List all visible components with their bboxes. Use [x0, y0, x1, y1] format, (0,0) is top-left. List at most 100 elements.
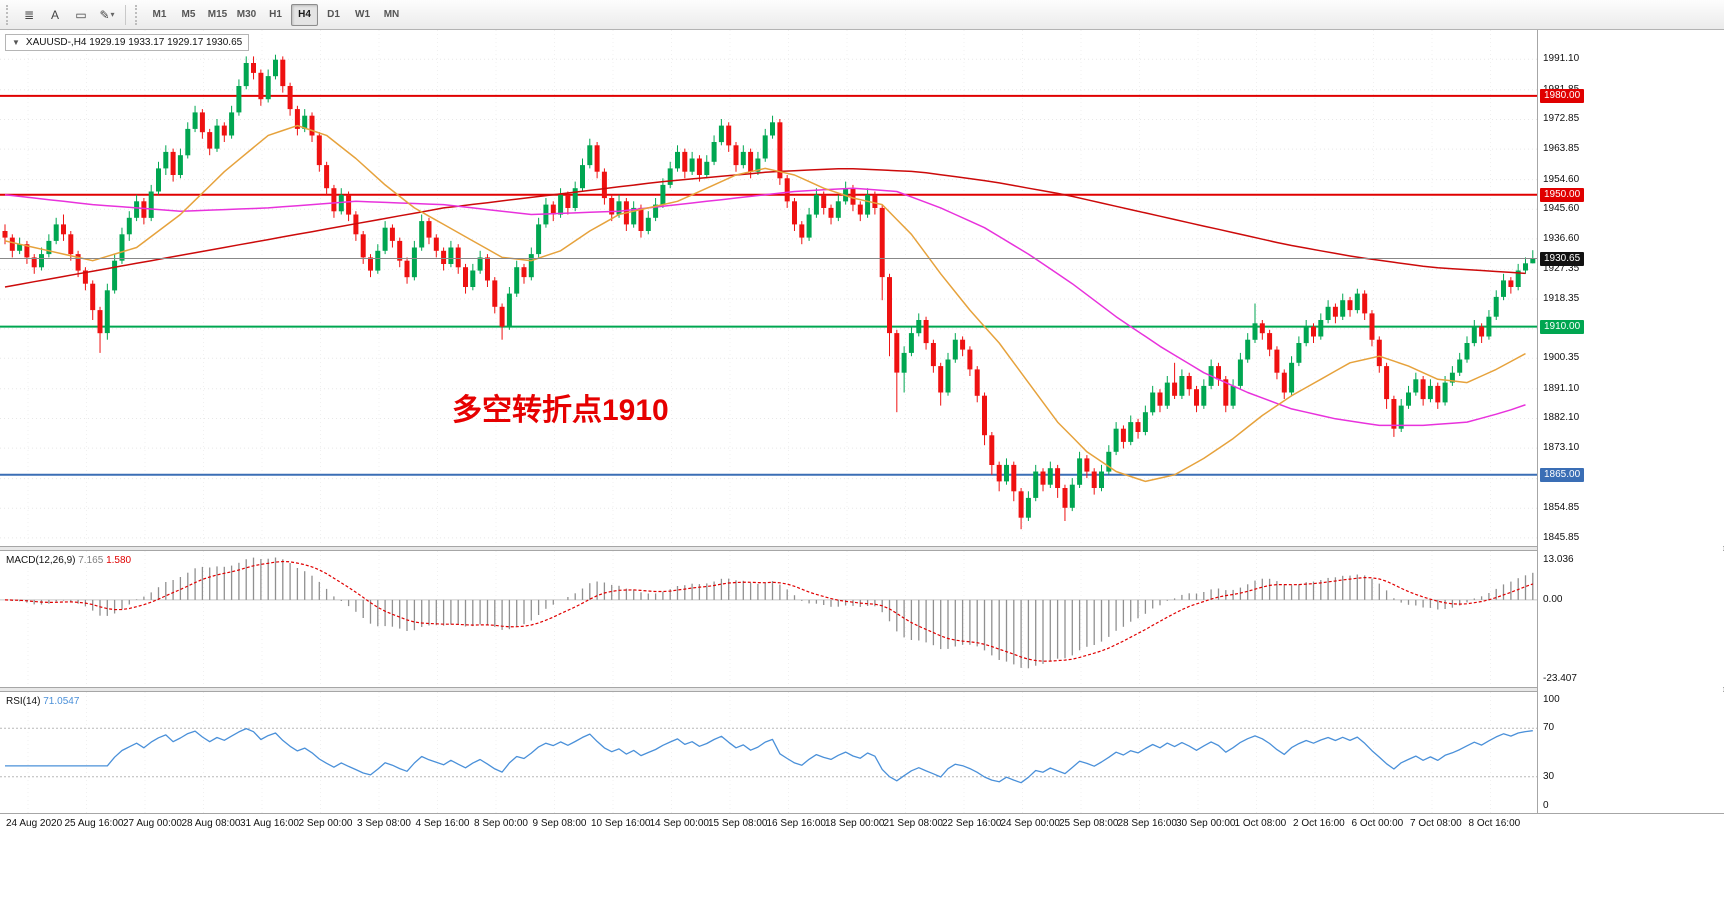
- candle-body: [996, 464, 1002, 482]
- candle-body: [1406, 392, 1411, 406]
- candle-body: [601, 171, 607, 199]
- toolbar-drag-handle[interactable]: [6, 4, 12, 25]
- label-tool-button[interactable]: ▭: [69, 3, 93, 27]
- timeframe-button-h1[interactable]: H1: [269, 9, 282, 20]
- timeframe-button-mn[interactable]: MN: [383, 9, 400, 20]
- rsi-line: [5, 727, 1533, 784]
- time-axis-label: 2 Oct 16:00: [1293, 818, 1345, 829]
- timeframe-button-m1[interactable]: M1: [152, 9, 167, 20]
- candle-body: [1223, 379, 1229, 406]
- candle-body: [1362, 293, 1368, 314]
- candle-body: [1172, 382, 1178, 396]
- candle-body: [207, 132, 213, 149]
- candle-body: [923, 320, 929, 344]
- candle-body: [185, 128, 191, 156]
- rsi-axis-label: 0: [1543, 800, 1549, 811]
- candle-body: [389, 227, 395, 241]
- level-price-tag-1950.00: 1950.00: [1540, 187, 1585, 202]
- candle-body: [594, 145, 600, 172]
- candle-body: [1427, 385, 1433, 400]
- oneclick-collapse-icon[interactable]: ▼: [12, 38, 20, 47]
- candle-body: [1259, 323, 1265, 334]
- label-tool-icon: ▭: [75, 7, 87, 22]
- candle-body: [1077, 458, 1083, 485]
- charts-tool-button[interactable]: ≣: [17, 3, 41, 27]
- rsi-axis-label: 70: [1543, 722, 1555, 734]
- candle-body: [638, 207, 644, 231]
- candle-body: [499, 306, 505, 327]
- candle-body: [1230, 385, 1236, 406]
- timeframe-button-m5[interactable]: M5: [181, 9, 196, 20]
- candle-body: [631, 207, 637, 225]
- candle-body: [1245, 339, 1251, 360]
- candle-body: [572, 188, 578, 208]
- candle-body: [360, 234, 366, 258]
- candle-body: [938, 366, 944, 393]
- candle-body: [806, 214, 812, 238]
- price-axis-label: 1900.35: [1543, 352, 1580, 364]
- price-axis-label: 1954.60: [1543, 173, 1580, 185]
- candle-body: [273, 59, 278, 77]
- time-axis[interactable]: 24 Aug 2020 25 Aug 16:00 27 Aug 00:00 28 Au…: [0, 813, 1724, 833]
- candle-body: [784, 178, 790, 202]
- candle-body: [163, 151, 169, 169]
- candlestick-chart[interactable]: [0, 30, 1537, 546]
- timeframe-button-w1[interactable]: W1: [355, 9, 370, 20]
- rsi-indicator[interactable]: [0, 692, 1537, 813]
- level-price-tag-1865.00: 1865.00: [1540, 467, 1585, 482]
- candle-body: [46, 240, 52, 255]
- candle-body: [506, 293, 512, 327]
- candle-body: [214, 125, 220, 149]
- current-price-tag: 1930.65: [1540, 251, 1585, 266]
- panel-splitter[interactable]: [0, 546, 1724, 551]
- timeframe-button-h4[interactable]: H4: [291, 3, 318, 26]
- panel-splitter[interactable]: [0, 687, 1724, 692]
- candle-body: [1252, 323, 1258, 340]
- text-tool-button[interactable]: A: [43, 3, 67, 27]
- candle-body: [1347, 300, 1353, 311]
- macd-indicator[interactable]: [0, 551, 1537, 687]
- candle-body: [521, 267, 527, 278]
- draw-arrow-tool-button[interactable]: ✎ ▾: [95, 3, 119, 27]
- price-axis-label: 1972.85: [1543, 113, 1580, 125]
- candle-body: [1018, 491, 1024, 518]
- candle-body: [550, 204, 556, 215]
- candle-body: [1530, 258, 1536, 264]
- candle-body: [1391, 399, 1397, 429]
- candle-body: [813, 194, 819, 215]
- symbol-ohlc-readout: ▼ XAUUSD-,H4 1929.19 1933.17 1929.17 193…: [5, 34, 250, 51]
- toolbar-separator: [125, 4, 126, 25]
- timeframe-button-d1[interactable]: D1: [327, 9, 340, 20]
- price-axis-label: 1945.60: [1543, 203, 1580, 215]
- candle-body: [660, 184, 666, 205]
- candle-body: [1201, 385, 1207, 406]
- timeframe-button-m15[interactable]: M15: [207, 9, 228, 20]
- candle-body: [156, 168, 161, 192]
- price-axis[interactable]: 1991.101981.851972.851963.851954.601945.…: [1537, 30, 1723, 813]
- candle-body: [653, 204, 659, 218]
- candle-body: [1501, 280, 1506, 297]
- candle-body: [1069, 484, 1075, 508]
- candle-body: [382, 227, 388, 251]
- candle-body: [1216, 366, 1221, 380]
- candle-body: [126, 217, 132, 235]
- time-axis-label: 14 Sep 00:00: [649, 818, 710, 829]
- candle-body: [1062, 488, 1068, 508]
- candle-body: [90, 283, 96, 311]
- price-axis-label: 1891.10: [1543, 382, 1580, 394]
- toolbar-drag-handle[interactable]: [135, 4, 141, 25]
- time-axis-label: 1 Oct 08:00: [1234, 818, 1287, 829]
- time-axis-label: 24 Aug 2020: [6, 818, 63, 829]
- candle-body: [645, 217, 651, 231]
- candle-body: [1493, 296, 1499, 317]
- rsi-value: 71.0547: [43, 696, 80, 707]
- time-axis-label: 7 Oct 08:00: [1410, 818, 1462, 829]
- candle-body: [294, 109, 300, 129]
- candle-body: [148, 191, 154, 218]
- timeframe-button-m30[interactable]: M30: [236, 9, 257, 20]
- candle-body: [477, 257, 483, 271]
- candle-body: [1004, 464, 1009, 482]
- candle-body: [777, 122, 783, 179]
- time-axis-label: 2 Sep 00:00: [298, 818, 353, 829]
